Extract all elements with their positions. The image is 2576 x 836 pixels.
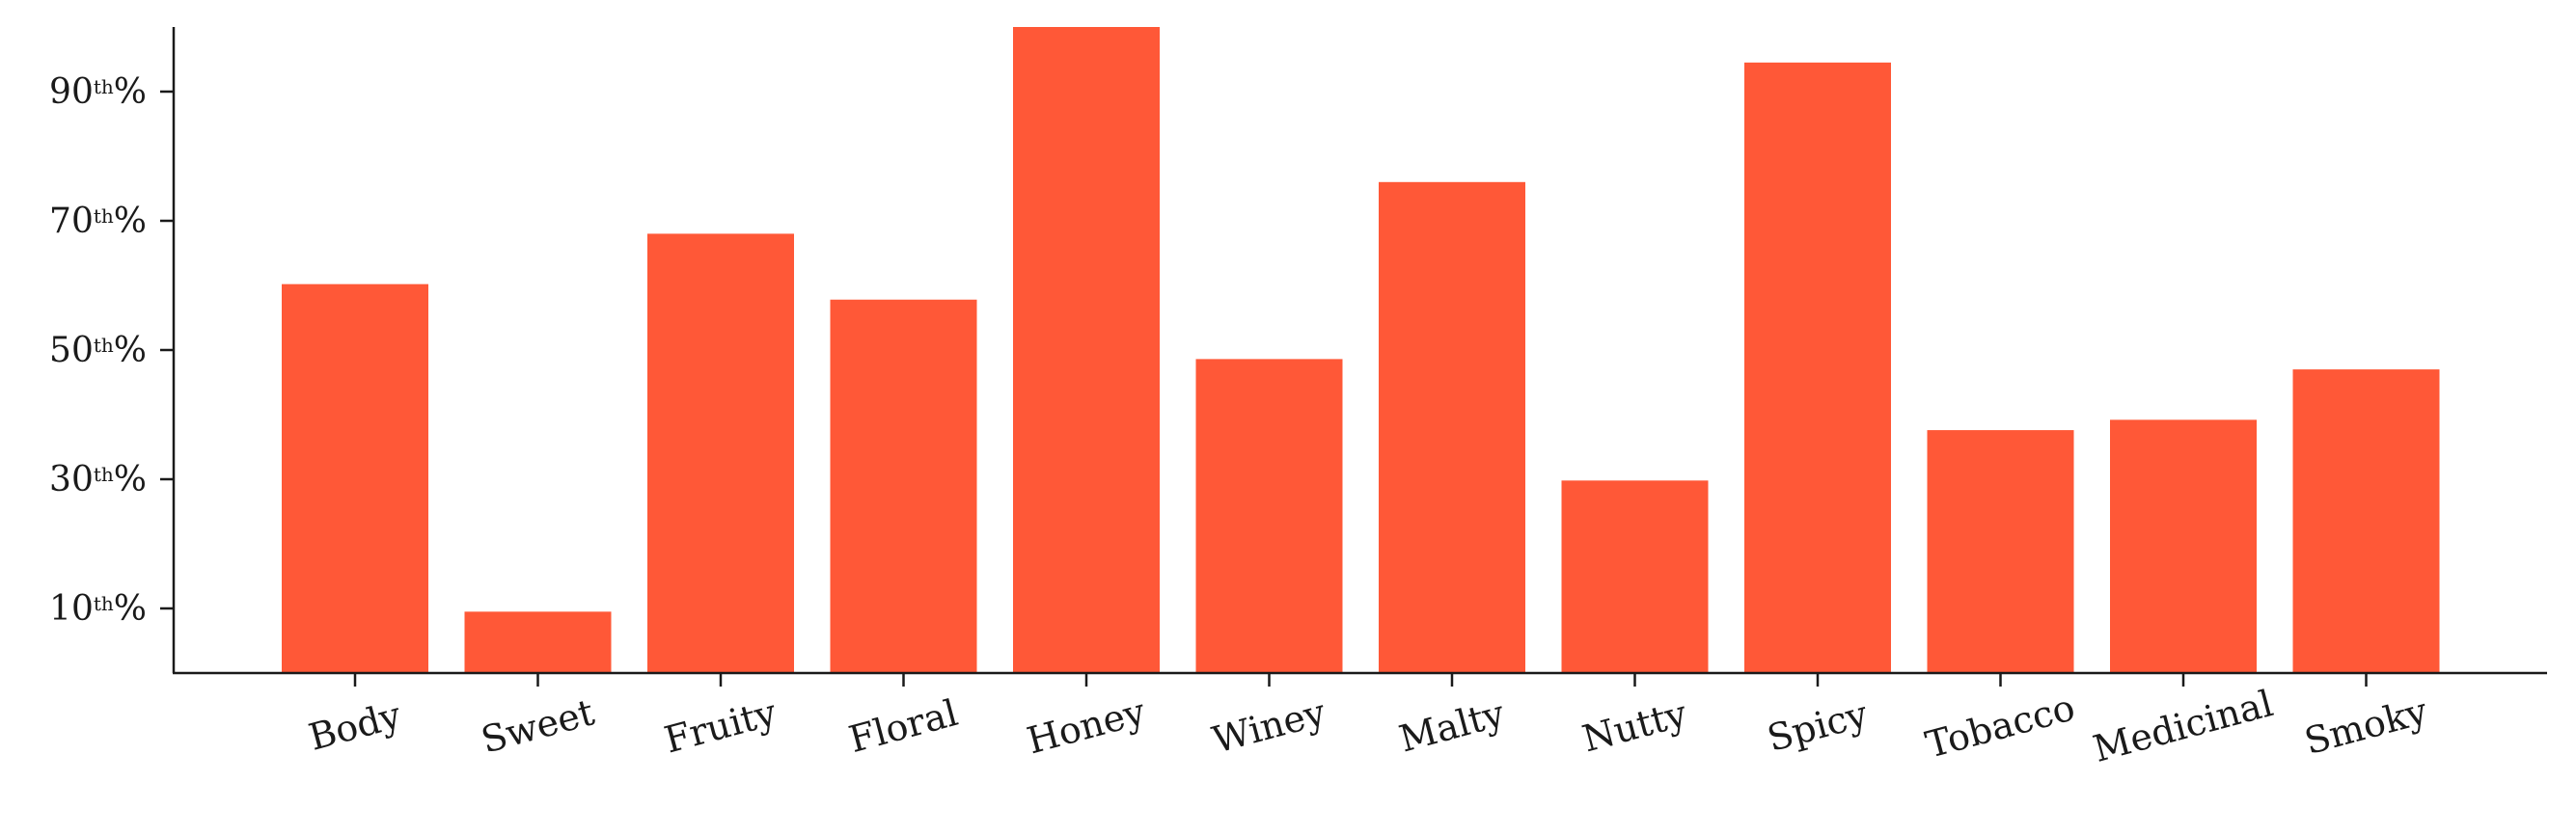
y-tick-label-10: 10th% — [49, 589, 147, 629]
y-axis-ticks: 10th% 30th% 50th% 70th% 90th% — [49, 72, 174, 629]
bar-fruity — [647, 233, 794, 673]
bar-honey — [1013, 27, 1160, 673]
y-tick-label-70: 70th% — [49, 202, 147, 241]
x-tick-label-medicinal: Medicinal — [2089, 682, 2277, 770]
x-tick-label-winey: Winey — [1208, 690, 1330, 761]
x-tick-label-fruity: Fruity — [660, 690, 781, 761]
y-tick-label-30: 30th% — [49, 460, 147, 499]
x-axis-ticks: Body Sweet Fruity Floral Honey Winey Malty Nutt… — [304, 673, 2432, 770]
x-tick-label-honey: Honey — [1023, 690, 1150, 763]
x-tick-label-spicy: Spicy — [1763, 692, 1873, 760]
x-tick-label-body: Body — [304, 693, 405, 759]
bars-group — [282, 27, 2440, 674]
bar-nutty — [1561, 480, 1709, 673]
x-tick-label-floral: Floral — [844, 691, 962, 761]
bar-tobacco — [1927, 430, 2074, 673]
bar-malty — [1379, 181, 1525, 674]
bar-spicy — [1744, 62, 1891, 674]
bar-sweet — [464, 611, 612, 673]
x-tick-label-sweet: Sweet — [477, 690, 598, 761]
bar-smoky — [2292, 369, 2440, 673]
bar-medicinal — [2110, 419, 2257, 673]
x-tick-label-smoky: Smoky — [2300, 689, 2432, 763]
y-tick-label-50: 50th% — [49, 331, 147, 370]
x-tick-label-malty: Malty — [1395, 691, 1510, 760]
x-tick-label-tobacco: Tobacco — [1921, 686, 2079, 766]
x-tick-label-nutty: Nutty — [1578, 691, 1692, 760]
bar-floral — [830, 299, 977, 673]
bar-body — [282, 283, 428, 673]
bar-winey — [1195, 359, 1343, 673]
y-tick-label-90: 90th% — [49, 72, 147, 112]
